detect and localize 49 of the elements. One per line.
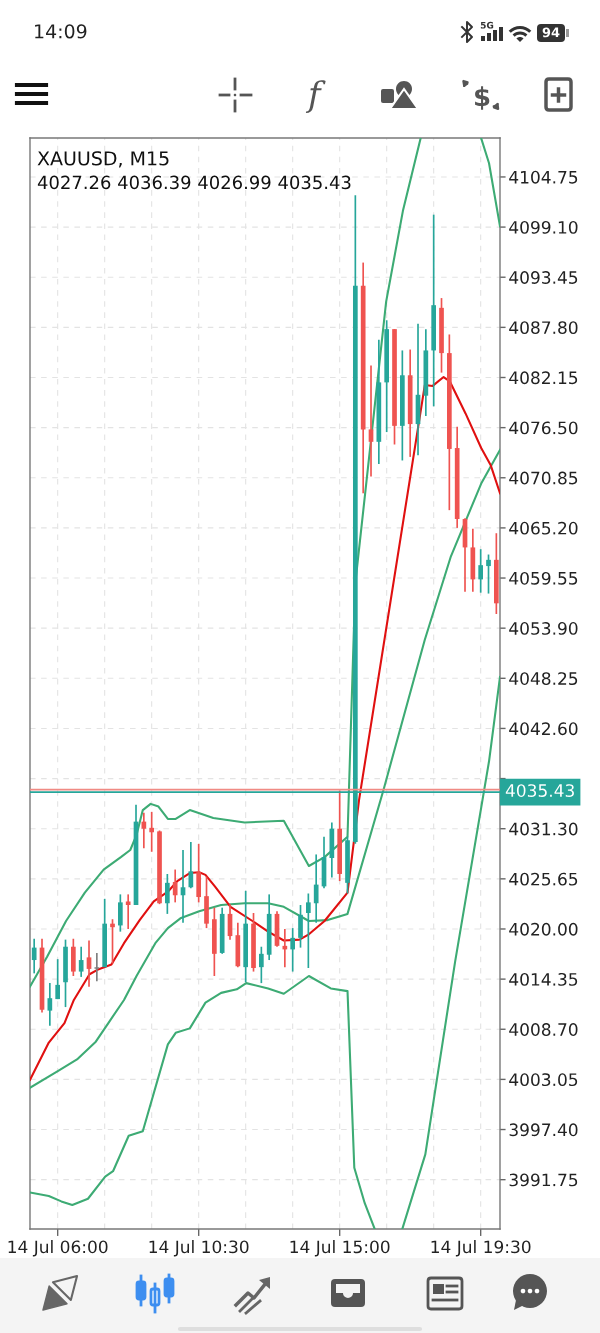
candlestick <box>55 958 61 1000</box>
y-tick-label: 4042.60 <box>509 722 578 736</box>
y-tick-label: 4020.00 <box>509 922 578 936</box>
y-tick-label: 4099.10 <box>509 220 578 234</box>
x-tick-label: 14 Jul 15:00 <box>290 1240 390 1257</box>
ref-line-label: 4035.43 <box>505 784 574 797</box>
candlestick <box>305 892 311 969</box>
y-tick-label: 4003.05 <box>509 1073 578 1087</box>
text: 94 <box>542 27 560 38</box>
candlestick <box>486 553 491 595</box>
x-tick-label: 14 Jul 19:30 <box>431 1240 531 1257</box>
candlestick <box>149 811 155 853</box>
candlestick <box>258 945 264 984</box>
y-tick-label: 3991.75 <box>509 1173 578 1187</box>
y-tick-label: 4008.70 <box>509 1023 578 1036</box>
candlestick <box>478 548 484 594</box>
y-tick-label: 4014.35 <box>509 972 578 986</box>
candlestick <box>78 945 84 978</box>
candlestick <box>188 841 194 890</box>
text: 5G <box>480 21 494 29</box>
y-tick-label: 4087.80 <box>509 321 578 335</box>
candlestick <box>117 893 123 933</box>
y-tick-label: 4070.85 <box>509 471 578 485</box>
x-tick-label: 14 Jul 10:30 <box>149 1240 249 1257</box>
candlestick <box>47 982 53 1027</box>
text: XAUUSD, M15 <box>37 151 169 168</box>
candlestick <box>290 927 296 973</box>
candlestick <box>141 811 147 850</box>
y-tick-label: 4065.20 <box>509 521 578 535</box>
text: 14:09 <box>35 24 87 39</box>
candlestick <box>125 893 131 930</box>
candlestick <box>368 364 374 478</box>
candlestick <box>164 873 170 915</box>
candlestick <box>313 853 319 924</box>
y-tick-label: 4053.90 <box>509 622 578 635</box>
y-tick-label: 4059.55 <box>509 571 578 585</box>
y-tick-label: 4025.65 <box>509 872 578 886</box>
candlestick <box>172 868 178 904</box>
y-tick-label: 4076.50 <box>509 421 578 435</box>
y-tick-label: 4031.30 <box>509 822 578 836</box>
x-tick-label: 14 Jul 06:00 <box>8 1240 108 1257</box>
text: 4027.26 4036.39 4026.99 4035.43 <box>37 175 351 190</box>
y-tick-label: 4104.75 <box>509 170 578 184</box>
y-tick-label: 4082.15 <box>509 371 578 385</box>
y-tick-label: 3997.40 <box>509 1123 578 1137</box>
y-tick-label: 4093.45 <box>509 271 578 284</box>
candlestick <box>31 937 37 975</box>
candlestick <box>298 904 303 949</box>
y-tick-label: 4048.25 <box>509 672 578 686</box>
